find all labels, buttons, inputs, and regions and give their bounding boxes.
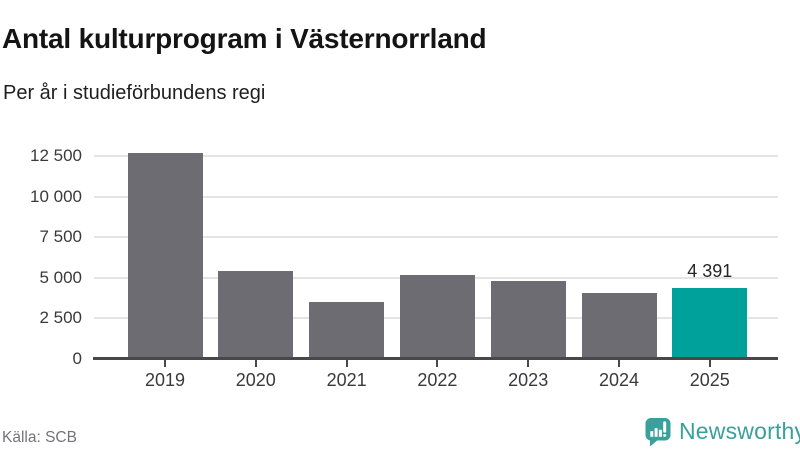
y-axis-tick-label: 12 500 bbox=[30, 146, 82, 165]
x-axis-tick bbox=[436, 360, 439, 367]
x-axis-tick bbox=[345, 360, 348, 367]
y-axis-tick-label: 5 000 bbox=[39, 267, 82, 287]
x-axis-tick-label: 2021 bbox=[326, 370, 367, 390]
bar-2023 bbox=[490, 281, 566, 359]
brand-name: Newsworthy bbox=[679, 418, 800, 444]
newsworthy-logo[interactable]: Newsworthy bbox=[644, 416, 800, 447]
chart-subtitle: Per år i studieförbundens regi bbox=[3, 82, 266, 104]
x-axis-tick-label: 2020 bbox=[235, 370, 276, 390]
x-axis-tick bbox=[527, 360, 530, 367]
gridline-7500 bbox=[94, 236, 778, 239]
bar-value-label: 4 391 bbox=[687, 260, 733, 281]
x-axis-tick-label: 2025 bbox=[689, 370, 730, 390]
gridline-12500 bbox=[94, 155, 778, 157]
bar-2022 bbox=[399, 275, 475, 359]
bar-2024 bbox=[581, 293, 657, 359]
x-axis-tick-label: 2019 bbox=[144, 370, 186, 390]
bar-2025 bbox=[672, 287, 748, 359]
x-axis-tick bbox=[254, 360, 257, 367]
x-axis-tick-label: 2024 bbox=[598, 370, 640, 390]
source-note: Källa: SCB bbox=[2, 429, 77, 446]
y-axis-tick-label: 2 500 bbox=[39, 308, 82, 328]
bar-2021 bbox=[309, 302, 385, 359]
y-axis-tick-label: 7 500 bbox=[39, 227, 82, 247]
x-axis-line bbox=[93, 357, 778, 360]
newsworthy-bubble-chart-icon bbox=[645, 418, 671, 447]
x-axis-tick bbox=[618, 360, 620, 367]
bar-2020 bbox=[218, 271, 294, 359]
gridline-10000 bbox=[94, 195, 778, 198]
x-axis-tick bbox=[708, 360, 711, 367]
x-axis-tick-label: 2023 bbox=[508, 370, 549, 390]
y-axis-tick-label: 10 000 bbox=[30, 186, 82, 206]
x-axis-tick-label: 2022 bbox=[417, 370, 458, 390]
y-axis-tick-label: 0 bbox=[72, 349, 82, 368]
page-title: Antal kulturprogram i Västernorrland bbox=[2, 22, 487, 54]
x-axis-tick bbox=[164, 360, 166, 367]
bar-2019 bbox=[127, 152, 203, 359]
